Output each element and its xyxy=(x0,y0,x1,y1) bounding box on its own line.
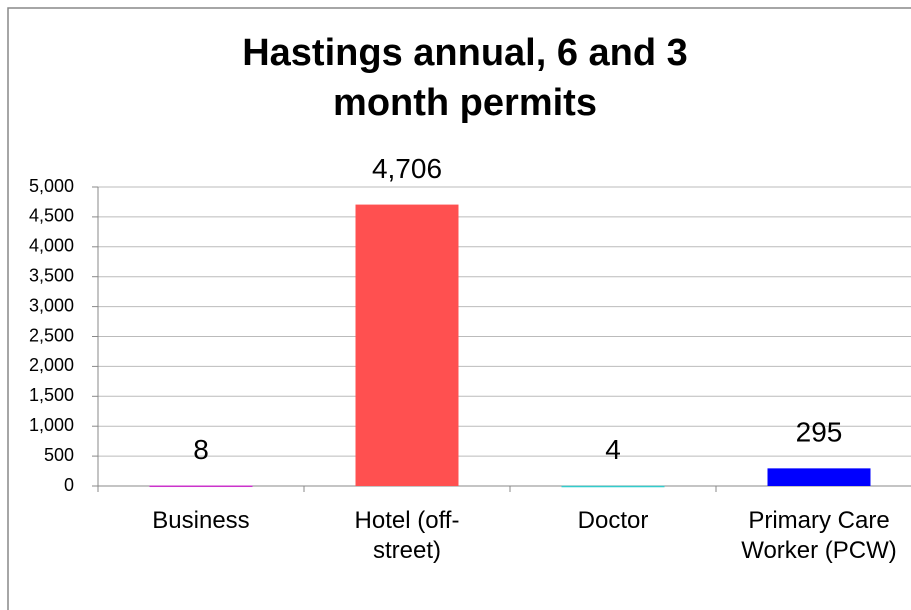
value-label: 8 xyxy=(193,434,209,465)
value-label: 295 xyxy=(796,417,843,448)
y-tick-label: 2,500 xyxy=(29,325,74,345)
value-label: 4,706 xyxy=(372,153,442,184)
y-tick-label: 5,000 xyxy=(29,176,74,196)
y-tick-label: 4,000 xyxy=(29,236,74,256)
y-tick-label: 2,000 xyxy=(29,355,74,375)
bar xyxy=(355,204,459,486)
y-tick-label: 1,500 xyxy=(29,385,74,405)
y-tick-label: 3,500 xyxy=(29,265,74,285)
bar xyxy=(767,468,871,486)
bar xyxy=(149,485,253,488)
chart-border xyxy=(7,7,911,610)
x-tick-label: Doctor xyxy=(577,507,649,534)
x-tick-label: Hotel (off-street) xyxy=(354,507,460,564)
bar xyxy=(561,485,665,488)
value-label: 4 xyxy=(605,434,621,465)
x-tick-label: Business xyxy=(152,507,250,534)
y-tick-label: 0 xyxy=(64,475,74,495)
chart-title: Hastings annual, 6 and 3 month permits xyxy=(242,32,688,124)
y-tick-label: 500 xyxy=(44,445,74,465)
x-tick-label: Primary Care Worker (PCW) xyxy=(741,507,897,564)
y-tick-label: 3,000 xyxy=(29,295,74,315)
y-tick-label: 1,000 xyxy=(29,415,74,435)
y-tick-label: 4,500 xyxy=(29,206,74,226)
